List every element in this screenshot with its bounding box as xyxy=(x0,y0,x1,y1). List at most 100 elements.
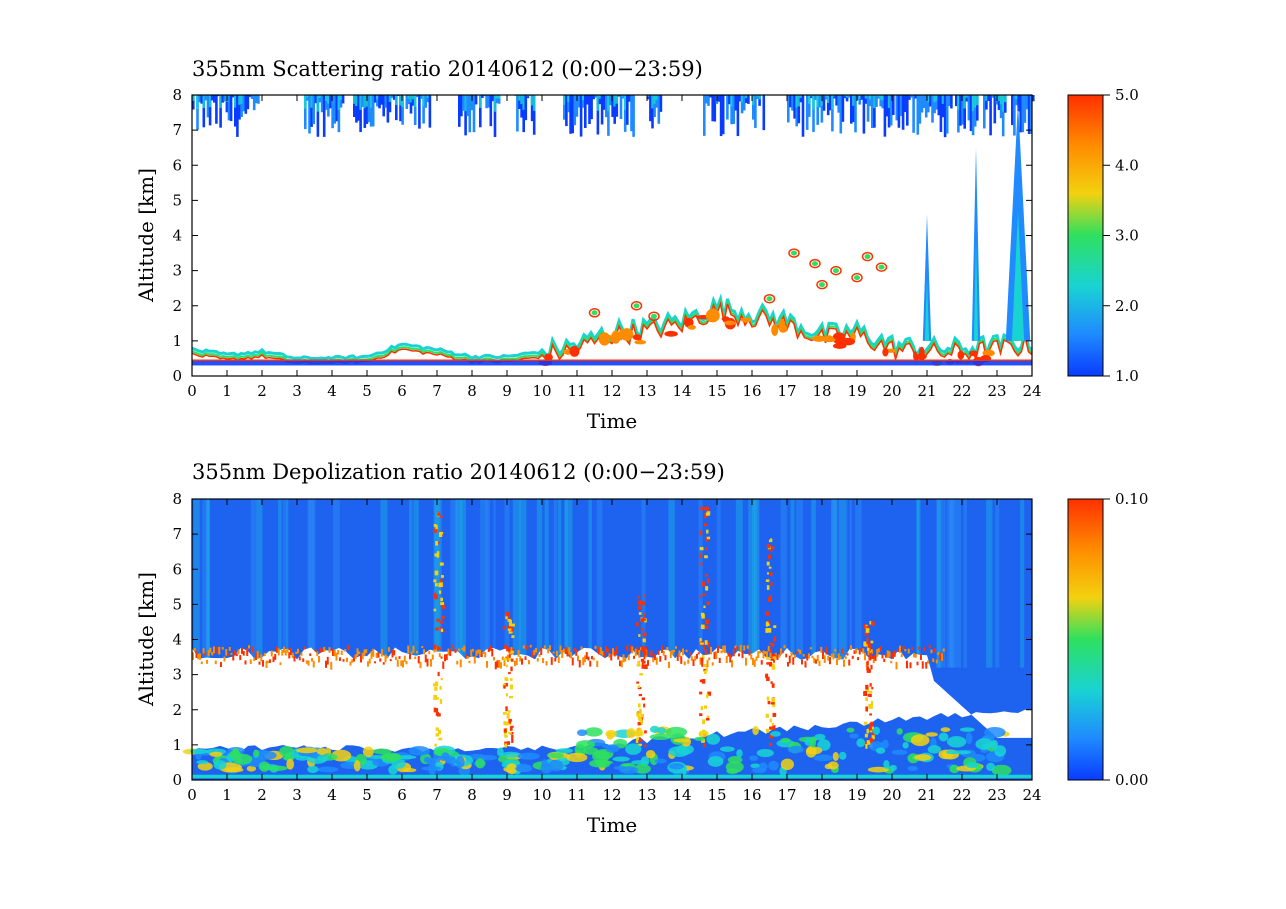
cirrus-mark xyxy=(862,95,866,134)
cirrus-mark xyxy=(976,95,979,121)
streak xyxy=(811,499,816,668)
contour-blob xyxy=(854,275,860,281)
dust-speckle xyxy=(269,659,271,663)
column-speckle xyxy=(769,726,773,730)
dust-speckle xyxy=(729,654,732,663)
streak xyxy=(735,499,743,668)
y-tick-label: 8 xyxy=(172,86,182,104)
column-speckle xyxy=(506,617,511,621)
column-speckle xyxy=(439,686,442,690)
dust-speckle xyxy=(874,654,877,661)
cirrus-mark xyxy=(312,95,315,125)
column-speckle xyxy=(439,579,443,584)
streak xyxy=(565,499,573,668)
column-speckle xyxy=(871,656,875,659)
cirrus-mark xyxy=(522,95,525,133)
cirrus-mark xyxy=(325,95,328,101)
dust-speckle xyxy=(654,654,656,661)
column-speckle xyxy=(636,681,640,684)
column-speckle xyxy=(770,538,773,542)
dust-speckle xyxy=(937,652,940,656)
streak xyxy=(544,499,549,668)
column-speckle xyxy=(435,627,439,631)
dust-speckle xyxy=(888,651,891,657)
cirrus-mark xyxy=(257,95,260,104)
dust-speckle xyxy=(328,647,331,653)
low-layer-patch xyxy=(584,727,603,737)
column-speckle xyxy=(869,713,872,716)
dust-speckle xyxy=(433,648,436,653)
column-speckle xyxy=(643,744,647,747)
cirrus-mark xyxy=(939,95,943,133)
column-speckle xyxy=(637,685,641,689)
cirrus-mark xyxy=(762,95,766,131)
column-speckle xyxy=(871,734,875,740)
dust-speckle xyxy=(603,652,606,658)
dust-speckle xyxy=(577,655,579,662)
column-speckle xyxy=(511,735,514,740)
cirrus-mark xyxy=(1025,95,1029,110)
column-speckle xyxy=(508,719,513,722)
streak xyxy=(916,499,920,668)
x-tick-label: 16 xyxy=(742,382,761,400)
low-layer-patch xyxy=(547,752,565,759)
dust-speckle xyxy=(876,649,879,657)
contour-blob xyxy=(648,311,660,322)
dust-speckle xyxy=(552,651,555,654)
cirrus-mark xyxy=(388,95,392,102)
x-tick-label: 0 xyxy=(187,382,197,400)
aerosol-blob xyxy=(620,328,634,341)
dust-speckle xyxy=(783,645,786,649)
dust-speckle xyxy=(281,649,284,656)
cirrus-mark xyxy=(839,95,843,134)
dust-speckle xyxy=(463,645,466,652)
cirrus-mark xyxy=(965,95,969,98)
dust-speckle xyxy=(620,660,623,668)
dust-speckle xyxy=(676,653,679,661)
cirrus-mark xyxy=(628,95,631,102)
x-tick-label: 9 xyxy=(502,382,512,400)
low-layer-patch xyxy=(817,739,831,751)
x-axis: 0 1 2 3 4 5 6 7 8 9 10 11 12 13 14 15 16 17 18 19 20 21 22 23 24 xyxy=(187,499,1042,804)
column-speckle xyxy=(509,650,514,654)
dust-speckle xyxy=(622,654,625,663)
dust-speckle xyxy=(211,652,214,656)
dust-speckle xyxy=(839,656,842,659)
column-speckle xyxy=(868,703,872,709)
cirrus-mark xyxy=(466,95,469,117)
dust-speckle xyxy=(244,660,247,665)
cirrus-mark xyxy=(814,95,817,100)
cirrus-mark xyxy=(856,95,859,100)
cirrus-mark xyxy=(472,95,476,133)
low-layer-patch xyxy=(654,758,667,764)
cirrus-mark xyxy=(1001,95,1005,112)
dust-speckle xyxy=(528,660,530,665)
low-layer-patch xyxy=(246,765,257,772)
column-speckle xyxy=(507,628,512,631)
column-speckle xyxy=(863,641,867,647)
column-speckle xyxy=(643,594,646,597)
dust-speckle xyxy=(857,657,859,661)
cirrus-mark xyxy=(935,95,938,101)
cirrus-mark xyxy=(756,95,759,100)
cirrus-mark xyxy=(653,95,656,104)
column-speckle xyxy=(768,597,772,602)
dust-speckle xyxy=(193,647,196,652)
column-speckle xyxy=(439,698,443,704)
dust-speckle xyxy=(295,651,298,654)
dust-speckle xyxy=(430,659,432,667)
column-speckle xyxy=(702,507,707,510)
streak xyxy=(250,499,257,668)
dust-speckle xyxy=(414,656,417,660)
cirrus-mark xyxy=(864,95,868,99)
x-tick-label: 15 xyxy=(707,786,726,804)
dust-speckle xyxy=(925,662,928,669)
column-speckle xyxy=(435,681,439,687)
cirrus-mark xyxy=(479,95,482,108)
dust-speckle xyxy=(491,648,494,657)
dust-speckle xyxy=(706,659,709,668)
column-speckle xyxy=(508,630,512,634)
dust-speckle xyxy=(675,646,677,649)
column-speckle xyxy=(766,561,770,566)
